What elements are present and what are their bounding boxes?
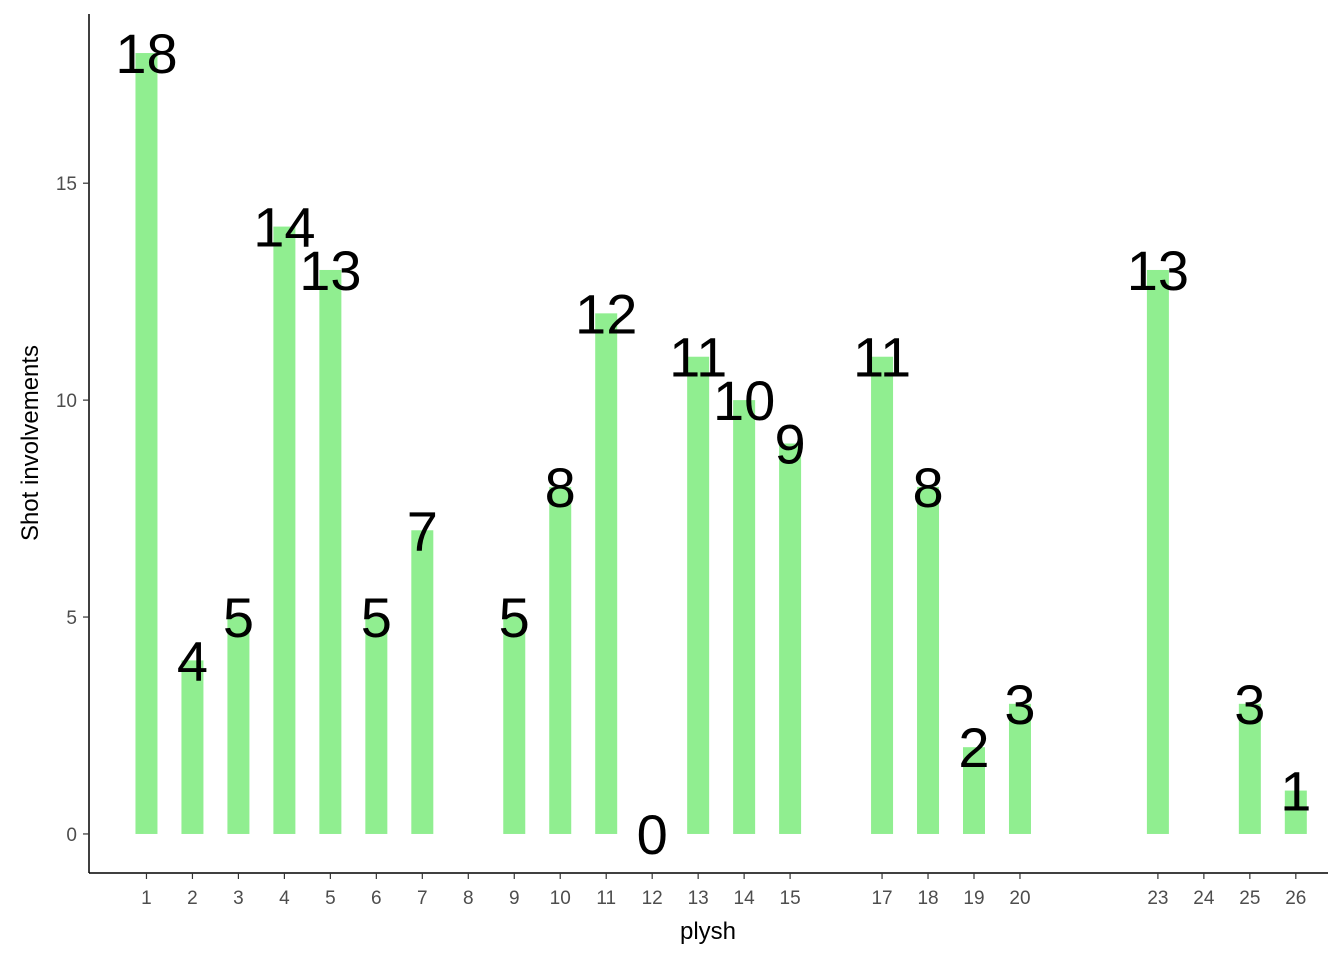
y-tick-label-15: 15 — [56, 174, 77, 195]
x-tick-label-2: 2 — [187, 888, 198, 909]
data-label-4: 14 — [253, 196, 315, 259]
data-label-25: 3 — [1234, 673, 1265, 736]
x-tick-label-25: 25 — [1239, 888, 1260, 909]
bar-11 — [595, 313, 618, 834]
data-label-10: 8 — [545, 456, 576, 519]
x-tick-label-10: 10 — [550, 888, 571, 909]
data-label-9: 5 — [499, 586, 530, 649]
bars-layer — [135, 53, 1307, 834]
data-label-19: 2 — [958, 716, 989, 779]
x-tick-label-17: 17 — [871, 888, 892, 909]
x-tick-label-9: 9 — [509, 888, 520, 909]
bar-23 — [1146, 269, 1169, 834]
bar-26 — [1284, 790, 1307, 834]
bar-10 — [549, 486, 572, 834]
bar-4 — [273, 226, 296, 834]
x-tick-label-23: 23 — [1147, 888, 1168, 909]
bar-19 — [963, 747, 985, 834]
data-label-18: 8 — [912, 456, 943, 519]
data-label-12: 0 — [637, 803, 668, 866]
x-tick-label-7: 7 — [417, 888, 428, 909]
x-tick-label-8: 8 — [463, 888, 474, 909]
data-label-11: 12 — [575, 282, 637, 345]
x-tick-label-13: 13 — [688, 888, 709, 909]
x-tick-label-4: 4 — [279, 888, 290, 909]
data-label-26: 1 — [1280, 760, 1311, 823]
x-tick-label-12: 12 — [642, 888, 663, 909]
bar-14 — [733, 400, 756, 834]
bar-17 — [871, 356, 894, 834]
bar-15 — [779, 443, 802, 834]
x-tick-label-11: 11 — [596, 888, 616, 909]
bar-2 — [181, 660, 204, 834]
data-label-2: 4 — [177, 629, 208, 692]
x-tick-label-15: 15 — [780, 888, 801, 909]
bar-25 — [1238, 703, 1261, 834]
data-label-6: 5 — [361, 586, 392, 649]
data-label-17: 11 — [853, 326, 911, 389]
data-label-14: 10 — [713, 369, 775, 432]
data-label-15: 9 — [775, 413, 806, 476]
data-label-1: 18 — [115, 22, 177, 85]
x-tick-label-24: 24 — [1193, 888, 1215, 909]
bar-13 — [687, 356, 710, 834]
bar-7 — [411, 530, 434, 834]
data-label-23: 13 — [1127, 239, 1189, 302]
x-ticks-layer: 1 2 3 4 5 6 7 8 9 10 11 12 13 14 15 17 18 19 20 23 24 25 26 — [141, 873, 1306, 909]
bar-3 — [227, 617, 250, 834]
x-tick-label-5: 5 — [325, 888, 336, 909]
x-tick-label-6: 6 — [371, 888, 382, 909]
y-tick-label-5: 5 — [66, 608, 77, 629]
data-label-20: 3 — [1004, 673, 1035, 736]
bar-5 — [319, 269, 342, 834]
data-label-3: 5 — [223, 586, 254, 649]
data-label-13: 11 — [669, 326, 727, 389]
bar-6 — [365, 617, 388, 834]
y-ticks-layer: 0 5 10 15 — [56, 174, 89, 846]
bar-1 — [135, 53, 158, 834]
x-axis-title: plysh — [680, 918, 736, 945]
x-tick-label-19: 19 — [963, 888, 984, 909]
x-tick-label-14: 14 — [734, 888, 756, 909]
bar-18 — [917, 486, 940, 834]
x-tick-label-3: 3 — [233, 888, 244, 909]
bar-9 — [503, 617, 526, 834]
data-label-5: 13 — [299, 239, 361, 302]
x-tick-label-18: 18 — [917, 888, 938, 909]
x-tick-label-20: 20 — [1009, 888, 1030, 909]
y-axis-title: Shot involvements — [17, 345, 44, 541]
x-tick-label-1: 1 — [141, 888, 152, 909]
data-label-7: 7 — [407, 499, 438, 562]
bar-20 — [1008, 703, 1031, 834]
y-tick-label-10: 10 — [56, 391, 77, 412]
x-tick-label-26: 26 — [1285, 888, 1306, 909]
y-tick-label-0: 0 — [66, 825, 77, 846]
